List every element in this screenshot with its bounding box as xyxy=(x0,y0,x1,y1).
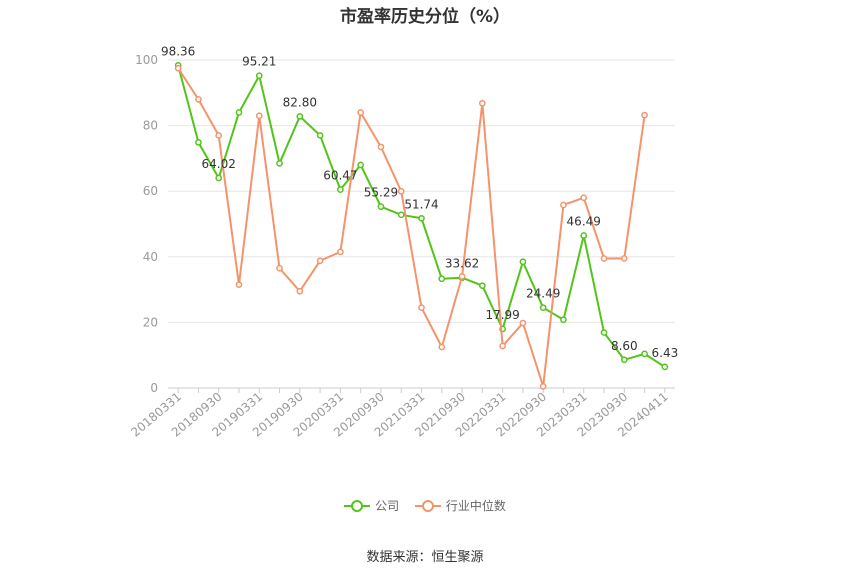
data-point xyxy=(418,214,425,222)
data-point xyxy=(235,281,243,289)
data-point xyxy=(377,143,385,151)
data-label: 6.43 xyxy=(652,346,679,360)
data-point xyxy=(641,350,648,358)
data-point xyxy=(215,132,223,139)
legend: 公司 行业中位数 xyxy=(0,497,850,516)
data-point xyxy=(357,161,365,169)
data-label: 95.21 xyxy=(242,55,276,69)
data-label: 82.80 xyxy=(283,95,317,109)
y-tick-label: 40 xyxy=(143,250,158,264)
data-point xyxy=(276,159,283,167)
legend-swatch-company xyxy=(344,499,371,513)
data-label: 60.47 xyxy=(323,169,357,183)
data-point xyxy=(357,109,365,116)
data-point xyxy=(418,304,425,311)
legend-label-company: 公司 xyxy=(375,499,400,513)
data-point xyxy=(438,275,446,283)
line-chart: 0204060801002018033120180930201903312019… xyxy=(128,44,678,440)
data-labels: 98.36 64.02 95.21 82.80 60.47 55.29 51.74 33.62… xyxy=(161,44,678,360)
series-layer xyxy=(174,62,669,390)
data-point xyxy=(539,304,547,312)
legend-swatch-industry-median xyxy=(414,499,441,513)
data-label: 64.02 xyxy=(202,157,236,171)
data-point xyxy=(641,111,648,119)
data-point xyxy=(316,132,324,139)
data-point xyxy=(519,319,527,327)
grid-lines xyxy=(168,59,675,323)
data-point xyxy=(215,174,223,182)
data-point xyxy=(620,255,628,262)
data-label: 24.49 xyxy=(526,287,560,301)
data-point xyxy=(600,255,608,262)
axes: 0204060801002018033120180930201903312019… xyxy=(128,53,675,440)
data-point xyxy=(580,232,588,239)
data-point xyxy=(337,186,344,194)
data-point xyxy=(478,282,486,290)
data-point xyxy=(560,201,567,209)
data-point xyxy=(397,187,405,195)
data-source-note: 数据来源：恒生聚源 xyxy=(366,550,484,565)
data-label: 51.74 xyxy=(404,197,438,211)
data-point xyxy=(316,257,324,265)
data-point xyxy=(195,96,202,103)
data-point xyxy=(458,273,466,280)
data-point xyxy=(661,363,669,371)
data-point xyxy=(539,383,547,390)
data-label: 8.60 xyxy=(611,339,638,353)
data-point xyxy=(580,194,588,202)
data-point xyxy=(195,138,202,146)
data-label: 98.36 xyxy=(161,44,195,58)
data-label: 55.29 xyxy=(364,186,398,200)
y-tick-label: 60 xyxy=(143,184,158,198)
data-point xyxy=(255,72,263,80)
data-point xyxy=(337,248,344,256)
y-tick-label: 80 xyxy=(143,119,158,133)
data-point xyxy=(499,342,506,350)
data-point xyxy=(296,287,304,295)
data-label: 17.99 xyxy=(485,308,519,322)
data-point xyxy=(296,113,304,120)
data-label: 46.49 xyxy=(567,215,601,229)
data-point xyxy=(235,109,243,116)
data-point xyxy=(600,329,608,336)
series-line-1 xyxy=(177,67,646,388)
legend-label-industry-median: 行业中位数 xyxy=(445,499,506,513)
data-point xyxy=(276,264,283,272)
data-point xyxy=(397,211,405,219)
data-point xyxy=(255,112,263,120)
y-tick-label: 0 xyxy=(150,381,158,395)
data-point xyxy=(620,356,628,364)
data-point xyxy=(560,316,567,324)
y-tick-label: 20 xyxy=(143,315,158,329)
legend-item-company[interactable]: 公司 xyxy=(344,497,399,514)
legend-item-industry-median[interactable]: 行业中位数 xyxy=(414,497,506,514)
data-point xyxy=(377,203,385,210)
data-point xyxy=(478,99,486,107)
data-point xyxy=(174,64,182,72)
data-point xyxy=(438,343,446,351)
data-label: 33.62 xyxy=(445,257,479,271)
chart-title: 市盈率历史分位（%） xyxy=(339,7,511,27)
y-tick-label: 100 xyxy=(135,53,158,67)
data-point xyxy=(519,258,527,266)
